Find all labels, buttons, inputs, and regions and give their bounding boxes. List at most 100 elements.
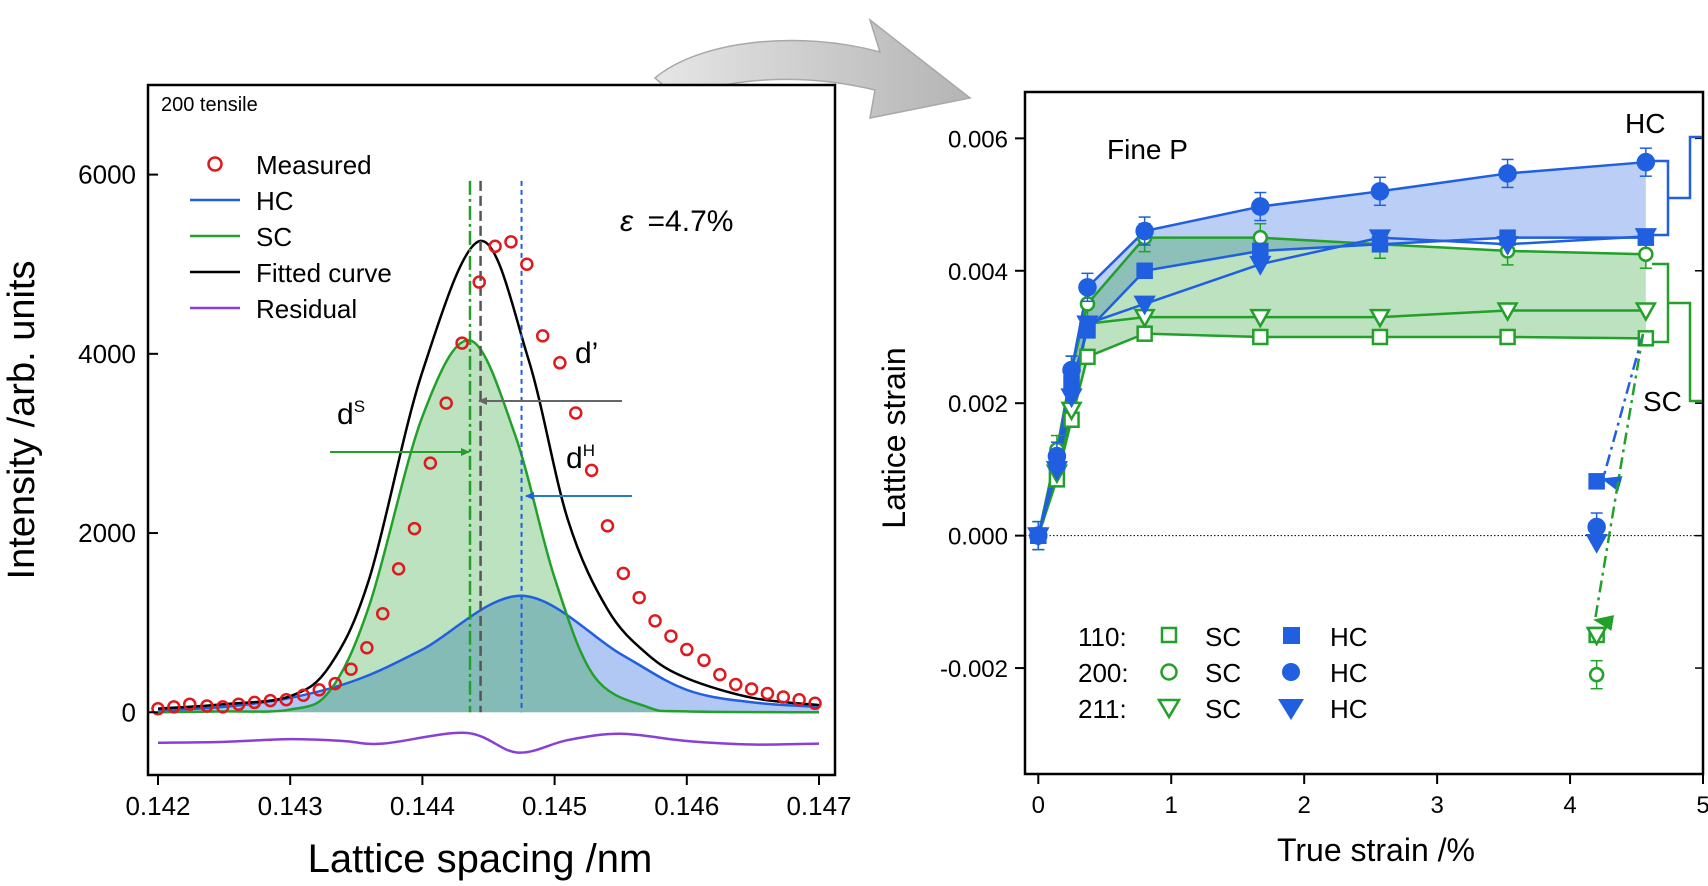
measured-point xyxy=(535,329,550,343)
point-211-hc xyxy=(1634,228,1657,248)
point-200-sc xyxy=(1588,666,1605,683)
right-x-tick-label: 5 xyxy=(1696,792,1708,819)
right-y-axis-label: Lattice strain xyxy=(876,347,912,528)
measured-point xyxy=(553,356,567,370)
legend-200-hc-label: HC xyxy=(1330,658,1368,688)
measured-point xyxy=(744,682,759,696)
left-annotation: 200 tensile xyxy=(161,94,258,116)
point-110-sc xyxy=(1499,328,1516,346)
point-211-sc xyxy=(1634,302,1657,323)
right-x-tick-label: 3 xyxy=(1430,792,1443,819)
legend-200-hc-marker xyxy=(1282,663,1300,681)
measured-point xyxy=(182,697,197,711)
measured-point xyxy=(407,521,422,536)
dprime-label: d’ xyxy=(575,337,598,370)
legend-211-hc-marker xyxy=(1278,699,1304,720)
right-x-tick-label: 4 xyxy=(1563,792,1576,819)
measured-point xyxy=(776,690,791,704)
point-211-hc xyxy=(1368,229,1392,250)
measured-point xyxy=(360,641,374,655)
ds-label-sup: S xyxy=(354,397,365,416)
measured-point xyxy=(216,700,230,714)
residual-curve xyxy=(157,731,820,754)
legend-200-plane: 200: xyxy=(1078,658,1129,688)
unload-arrow-sc xyxy=(1593,333,1645,631)
point-211-hc xyxy=(1133,295,1156,316)
measured-point xyxy=(728,677,743,692)
measured-point xyxy=(680,642,694,657)
point-110-hc xyxy=(1252,242,1269,260)
right-y-tick-label: 0.006 xyxy=(948,126,1008,153)
measured-point xyxy=(296,688,311,702)
measured-point xyxy=(247,695,262,710)
left-y-axis-label: Intensity /arb. units xyxy=(1,261,43,580)
legend-200-sc-marker xyxy=(1160,663,1178,681)
measured-point xyxy=(600,519,615,533)
legend-110-sc-label: SC xyxy=(1205,622,1241,652)
measured-point xyxy=(697,653,711,668)
point-211-hc xyxy=(1249,255,1272,276)
measured-point xyxy=(263,693,278,708)
point-211-hc xyxy=(1585,534,1608,554)
left-plot-frame xyxy=(146,83,837,777)
right-title: Fine P xyxy=(1107,134,1188,165)
measured-point xyxy=(344,662,358,677)
point-211-hc xyxy=(1060,388,1083,409)
legend-hc-label: HC xyxy=(256,186,294,216)
measured-point xyxy=(713,667,727,682)
left-y-tick-label: 0 xyxy=(122,697,136,727)
strain-annotation: ε =4.7% xyxy=(620,205,733,238)
legend-110-plane: 110: xyxy=(1078,622,1127,652)
measured-point xyxy=(664,629,678,643)
legend-fit-label: Fitted curve xyxy=(256,258,392,288)
dh-label: dH xyxy=(566,441,595,475)
right-y-tick-label: 0.000 xyxy=(948,524,1008,551)
measured-point xyxy=(391,562,406,576)
point-200-hc xyxy=(1078,278,1097,297)
point-110-sc xyxy=(1252,328,1269,346)
measured-point xyxy=(488,239,502,254)
legend-110-hc-label: HC xyxy=(1330,622,1368,652)
hc-strain-band xyxy=(1038,162,1646,536)
point-200-hc xyxy=(1062,360,1081,380)
point-211-sc xyxy=(1368,308,1392,329)
left-x-tick-label: 0.144 xyxy=(390,791,455,821)
measured-point xyxy=(200,699,214,713)
point-200-hc xyxy=(1587,517,1606,537)
measured-point xyxy=(504,235,518,249)
sc-curve xyxy=(157,339,820,714)
ds-label: dS xyxy=(337,397,365,431)
point-211-sc xyxy=(1249,308,1272,329)
measured-point xyxy=(569,406,583,420)
point-211-hc xyxy=(1027,527,1050,548)
left-x-tick-label: 0.145 xyxy=(522,791,587,821)
legend-211-sc-label: SC xyxy=(1205,694,1241,724)
measured-point xyxy=(792,692,806,707)
point-200-sc xyxy=(1252,229,1269,246)
sc-bracket xyxy=(1652,262,1702,403)
point-200-hc xyxy=(1636,152,1656,172)
left-chart: 0.142 0.143 0.144 0.145 0.146 0.147 0 2000 4000 6… xyxy=(1,83,852,881)
left-x-tick-label: 0.142 xyxy=(125,791,190,821)
legend-sc-label: SC xyxy=(256,222,292,252)
measured-point xyxy=(648,614,662,628)
right-y-tick-label: 0.002 xyxy=(948,391,1008,418)
left-y-tick-label: 6000 xyxy=(78,160,136,190)
point-200-hc xyxy=(1135,221,1154,241)
measured-point xyxy=(279,692,293,707)
left-x-tick-label: 0.143 xyxy=(258,791,323,821)
strain-value: =4.7% xyxy=(648,205,734,238)
left-y-tick-label: 2000 xyxy=(78,518,136,548)
legend-110-sc-marker xyxy=(1160,626,1178,644)
point-211-hc xyxy=(1045,461,1069,481)
right-x-tick-label: 2 xyxy=(1297,792,1310,819)
measured-point xyxy=(520,257,534,271)
legend-211-plane: 211: xyxy=(1078,694,1127,724)
point-200-hc xyxy=(1370,182,1390,201)
left-y-tick-label: 4000 xyxy=(78,339,136,369)
legend-200-sc-label: SC xyxy=(1205,658,1241,688)
measured-point xyxy=(375,606,390,621)
point-110-hc xyxy=(1588,473,1605,490)
legend-measured-marker xyxy=(207,156,223,172)
